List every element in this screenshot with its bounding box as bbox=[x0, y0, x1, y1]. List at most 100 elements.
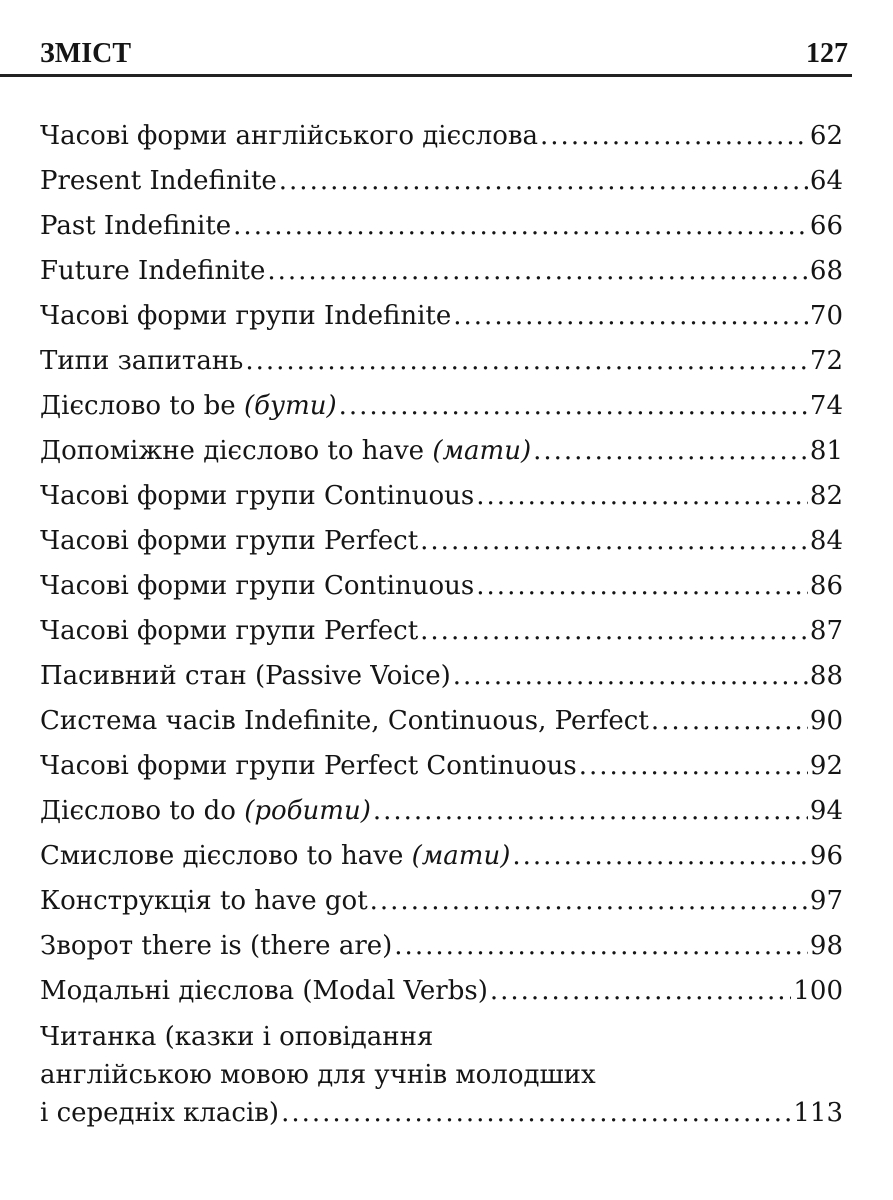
page-number: 127 bbox=[806, 38, 848, 69]
page-header: ЗМІСТ 127 bbox=[40, 34, 848, 70]
dot-leader bbox=[540, 114, 808, 159]
entry-page: 74 bbox=[809, 391, 843, 421]
toc-entry: Дієслово to do (робити) 94 bbox=[40, 789, 843, 834]
entry-title-text: Часові форми групи Perfect bbox=[40, 526, 419, 556]
toc-entry: Present Indefinite 64 bbox=[40, 159, 843, 204]
entry-title: Конструкція to have got bbox=[40, 879, 368, 924]
dot-leader bbox=[267, 249, 808, 294]
dot-leader bbox=[420, 609, 808, 654]
entry-page: 84 bbox=[809, 526, 843, 556]
entry-title: Зворот there is (there are) bbox=[40, 924, 392, 969]
entry-title-text: Пасивний стан (Passive Voice) bbox=[40, 661, 451, 691]
entry-page: 72 bbox=[809, 346, 843, 376]
entry-title: Часові форми групи Perfect bbox=[40, 609, 418, 654]
toc-entry: Часові форми групи Continuous 82 bbox=[40, 474, 843, 519]
entry-title-text: Часові форми групи Perfect Continuous bbox=[40, 751, 577, 781]
entry-title-text: Смислове дієслово to have bbox=[40, 841, 412, 871]
entry-title: Модальні дієслова (Modal Verbs) bbox=[40, 969, 488, 1014]
entry-title: Past Indefinite bbox=[40, 204, 231, 249]
entry-page: 66 bbox=[809, 211, 843, 241]
entry-title: Смислове дієслово to have (мати) bbox=[40, 834, 510, 879]
entry-title: Типи запитань bbox=[40, 339, 243, 384]
page-title: ЗМІСТ bbox=[40, 38, 131, 69]
toc-entry: Пасивний стан (Passive Voice) 88 bbox=[40, 654, 843, 699]
dot-leader bbox=[579, 744, 808, 789]
entry-title-line: Читанка (казки і оповідання bbox=[40, 1022, 434, 1052]
entry-title-text: Часові форми англійського дієслова bbox=[40, 121, 539, 151]
dot-leader bbox=[453, 294, 808, 339]
dot-leader bbox=[394, 924, 808, 969]
toc-entry: Смислове дієслово to have (мати) 96 bbox=[40, 834, 843, 879]
entry-page: 94 bbox=[809, 796, 843, 826]
toc-entry: Часові форми групи Indefinite 70 bbox=[40, 294, 843, 339]
dot-leader bbox=[281, 1094, 791, 1132]
entry-page: 98 bbox=[809, 931, 843, 961]
dot-leader bbox=[279, 159, 808, 204]
entry-title-text: Часові форми групи Perfect bbox=[40, 616, 419, 646]
toc-entry: Часові форми групи Perfect 87 bbox=[40, 609, 843, 654]
entry-page: 82 bbox=[809, 481, 843, 511]
entry-page: 64 bbox=[809, 166, 843, 196]
entry-title: Система часів Indefinite, Continuous, Pe… bbox=[40, 699, 649, 744]
entry-title-text: Часові форми групи Continuous bbox=[40, 481, 475, 511]
entry-title-text: Past Indefinite bbox=[40, 211, 232, 241]
entry-title: Дієслово to be (бути) bbox=[40, 384, 337, 429]
dot-leader bbox=[245, 339, 808, 384]
dot-leader bbox=[420, 519, 808, 564]
entry-page: 92 bbox=[809, 751, 843, 781]
entry-title-italic: (мати) bbox=[432, 436, 532, 466]
entry-title-text: Дієслово to be bbox=[40, 391, 244, 421]
entry-page: 81 bbox=[809, 436, 843, 466]
entry-title: Пасивний стан (Passive Voice) bbox=[40, 654, 451, 699]
toc-entry: Часові форми групи Perfect 84 bbox=[40, 519, 843, 564]
entry-title: Часові форми групи Perfect bbox=[40, 519, 418, 564]
entry-title: Present Indefinite bbox=[40, 159, 277, 204]
entry-page: 62 bbox=[809, 121, 843, 151]
entry-title: Дієслово to do (робити) bbox=[40, 789, 371, 834]
entry-title-text: Модальні дієслова (Modal Verbs) bbox=[40, 976, 488, 1006]
dot-leader bbox=[233, 204, 808, 249]
toc-entry: Дієслово to be (бути) 74 bbox=[40, 384, 843, 429]
entry-page: 113 bbox=[793, 1098, 843, 1128]
entry-page: 68 bbox=[809, 256, 843, 286]
header-rule bbox=[0, 74, 852, 77]
entry-page: 96 bbox=[809, 841, 843, 871]
dot-leader bbox=[370, 879, 808, 924]
toc-entry: Система часів Indefinite, Continuous, Pe… bbox=[40, 699, 843, 744]
entry-title-text: Дієслово to do bbox=[40, 796, 245, 826]
entry-title-italic: (робити) bbox=[244, 796, 371, 826]
dot-leader bbox=[339, 384, 808, 429]
toc-entry: Часові форми англійського дієслова 62 bbox=[40, 114, 843, 159]
entry-title-line: і середніх класів) bbox=[40, 1098, 280, 1128]
entry-title-text: Система часів Indefinite, Continuous, Pe… bbox=[40, 706, 649, 736]
entry-title-text: Present Indefinite bbox=[40, 166, 277, 196]
entry-page: 97 bbox=[809, 886, 843, 916]
entry-title: Часові форми англійського дієслова bbox=[40, 114, 538, 159]
entry-title-italic: (бути) bbox=[243, 391, 337, 421]
dot-leader bbox=[476, 474, 808, 519]
table-of-contents: Часові форми англійського дієслова 62Pre… bbox=[40, 114, 843, 1132]
toc-entry: Future Indefinite 68 bbox=[40, 249, 843, 294]
entry-title: Часові форми групи Indefinite bbox=[40, 294, 451, 339]
dot-leader bbox=[651, 699, 808, 744]
entry-title-text: Future Indefinite bbox=[40, 256, 266, 286]
entry-title: Часові форми групи Continuous bbox=[40, 474, 474, 519]
entry-page: 86 bbox=[809, 571, 843, 601]
toc-entry: Типи запитань 72 bbox=[40, 339, 843, 384]
entry-title-text: Типи запитань bbox=[40, 346, 244, 376]
entry-title: Часові форми групи Continuous bbox=[40, 564, 474, 609]
entry-title: Future Indefinite bbox=[40, 249, 265, 294]
toc-entry: Модальні дієслова (Modal Verbs) 100 bbox=[40, 969, 843, 1014]
entry-title-text: Часові форми групи Indefinite bbox=[40, 301, 452, 331]
entry-last-line: і середніх класів) 113 bbox=[40, 1094, 843, 1132]
toc-entry-multiline: Читанка (казки і оповідання англійською м… bbox=[40, 1018, 843, 1132]
dot-leader bbox=[453, 654, 808, 699]
dot-leader bbox=[373, 789, 808, 834]
toc-entry: Часові форми групи Perfect Continuous 92 bbox=[40, 744, 843, 789]
dot-leader bbox=[533, 429, 808, 474]
entry-title-text: Зворот there is (there are) bbox=[40, 931, 393, 961]
toc-entry: Допоміжне дієслово to have (мати) 81 bbox=[40, 429, 843, 474]
entry-title-text: Допоміжне дієслово to have bbox=[40, 436, 433, 466]
entry-title: Допоміжне дієслово to have (мати) bbox=[40, 429, 531, 474]
entry-title-text: Часові форми групи Continuous bbox=[40, 571, 475, 601]
